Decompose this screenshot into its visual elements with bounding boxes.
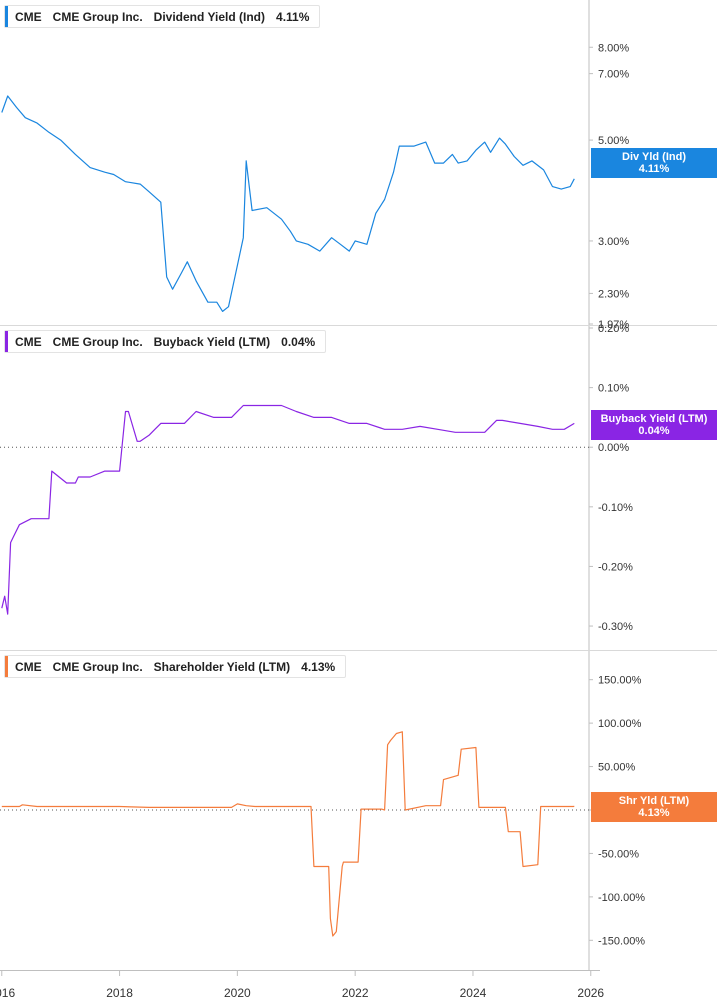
- legend-ticker: CME: [15, 659, 42, 674]
- y-tick-label: 2.30%: [598, 288, 629, 300]
- current-value-tag-1: Div Yld (Ind) 4.11%: [591, 148, 717, 178]
- legend-value: 0.04%: [281, 334, 316, 349]
- legend-ticker: CME: [15, 334, 42, 349]
- y-tick-label: 7.00%: [598, 69, 629, 81]
- chart-panel-3: 150.00%100.00%50.00%0.00%-50.00%-100.00%…: [0, 675, 645, 947]
- y-tick-label: 5.00%: [598, 135, 629, 147]
- legend-company: CME Group Inc.: [52, 9, 143, 24]
- tag-value: 0.04%: [638, 425, 670, 437]
- y-tick-label: 8.00%: [598, 42, 629, 54]
- current-value-tag-3: Shr Yld (LTM) 4.13%: [591, 792, 717, 822]
- tag-label: Shr Yld (LTM): [618, 795, 690, 807]
- x-tick-label: 2018: [106, 986, 133, 1000]
- legend-metric: Dividend Yield (Ind): [153, 9, 266, 24]
- series-color-swatch: [5, 6, 8, 27]
- x-tick-label: 2026: [577, 986, 604, 1000]
- current-value-tag-2: Buyback Yield (LTM) 0.04%: [591, 410, 717, 440]
- y-tick-label: -50.00%: [598, 848, 639, 860]
- x-tick-label: 2016: [0, 986, 15, 1000]
- y-tick-label: 1.97%: [598, 319, 629, 331]
- tag-label: Buyback Yield (LTM): [600, 413, 708, 425]
- y-tick-label: -0.10%: [598, 502, 633, 514]
- series-line-1: [1, 95, 575, 312]
- y-tick-label: 3.00%: [598, 236, 629, 248]
- y-tick-label: -0.20%: [598, 561, 633, 573]
- legend-metric: Buyback Yield (LTM): [153, 334, 271, 349]
- y-tick-label: 0.10%: [598, 383, 629, 395]
- legend-value: 4.11%: [276, 9, 310, 24]
- y-tick-label: 100.00%: [598, 718, 642, 730]
- legend-metric: Shareholder Yield (LTM): [153, 659, 291, 674]
- legend-panel-3[interactable]: CME CME Group Inc. Shareholder Yield (LT…: [4, 655, 347, 678]
- series-color-swatch: [5, 331, 8, 352]
- legend-panel-2[interactable]: CME CME Group Inc. Buyback Yield (LTM) 0…: [4, 330, 327, 353]
- chart-panel-2: 0.20% 0.10% 0.00% -0.10% -0.20% -0.30%: [0, 323, 633, 633]
- y-tick-label: 0.00%: [598, 442, 629, 454]
- legend-company: CME Group Inc.: [52, 659, 143, 674]
- y-tick-label: -150.00%: [598, 935, 645, 947]
- series-line-2: [1, 404, 575, 615]
- y-tick-label: -100.00%: [598, 892, 645, 904]
- x-tick-label: 2024: [460, 986, 487, 1000]
- y-tick-label: 150.00%: [598, 675, 642, 687]
- y-tick-label: -0.30%: [598, 621, 633, 633]
- legend-value: 4.13%: [301, 659, 336, 674]
- legend-ticker: CME: [15, 9, 42, 24]
- tag-label: Div Yld (Ind): [622, 151, 686, 163]
- tag-value: 4.11%: [638, 163, 670, 175]
- x-tick-label: 2022: [342, 986, 369, 1000]
- y-tick-label: 50.00%: [598, 762, 636, 774]
- series-line-3: [1, 731, 575, 937]
- legend-panel-1[interactable]: CME CME Group Inc. Dividend Yield (Ind) …: [4, 5, 321, 28]
- series-color-swatch: [5, 656, 8, 677]
- tag-value: 4.13%: [638, 807, 670, 819]
- x-tick-label: 2020: [224, 986, 251, 1000]
- chart-panel-1: 8.00% 7.00% 5.00% 3.00% 2.30% 1.97%: [1, 42, 629, 331]
- legend-company: CME Group Inc.: [52, 334, 143, 349]
- y-tick-label: 0.20%: [598, 323, 629, 335]
